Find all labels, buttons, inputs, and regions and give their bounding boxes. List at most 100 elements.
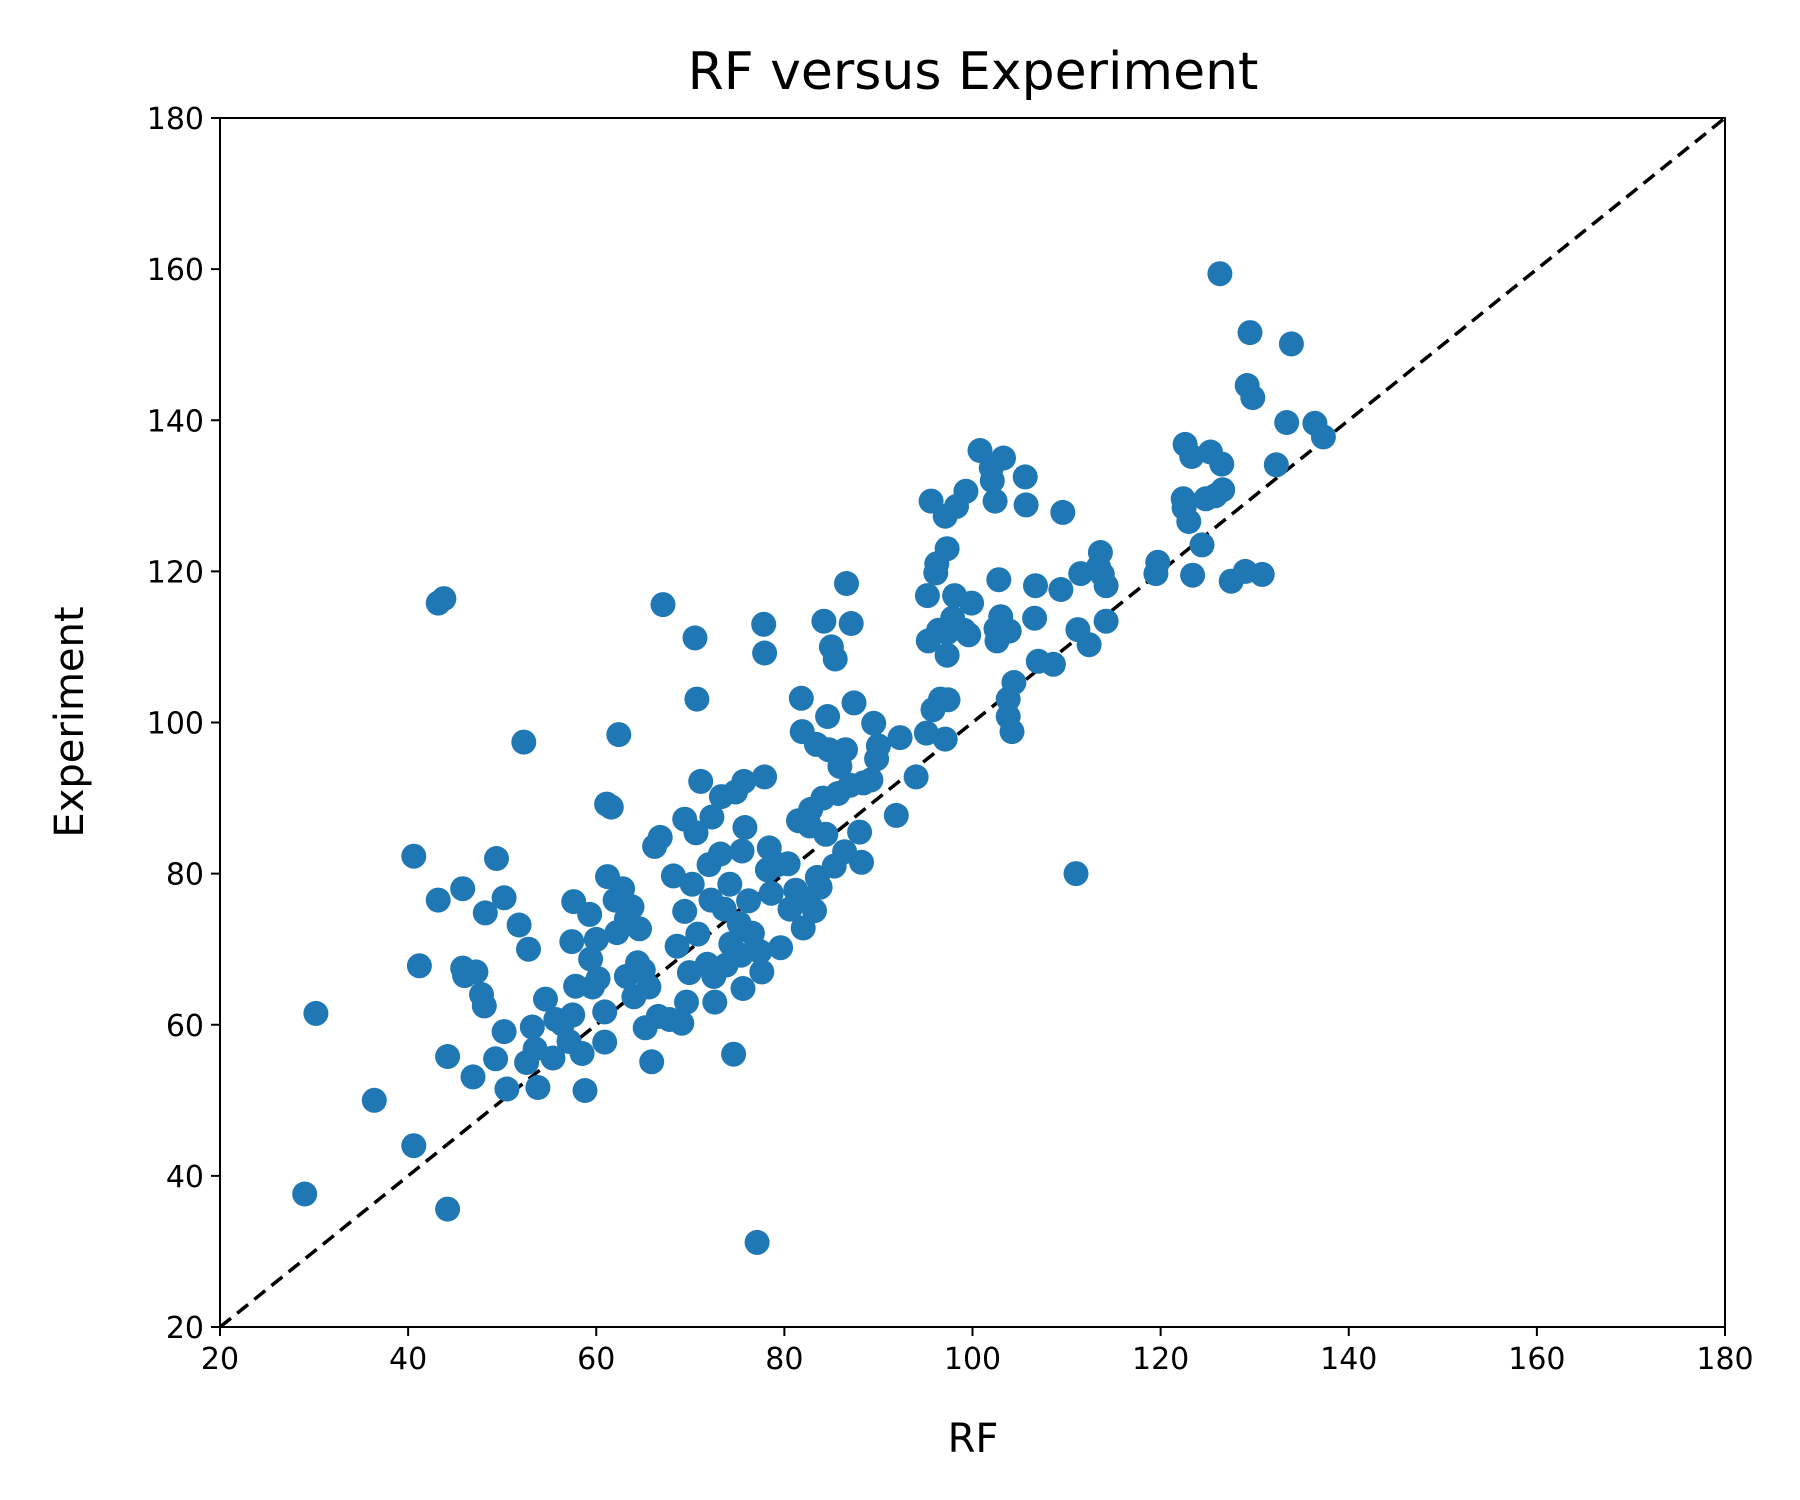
data-point bbox=[1145, 549, 1171, 575]
data-point bbox=[1310, 424, 1336, 450]
identity-reference-line bbox=[218, 116, 1727, 1329]
data-point bbox=[717, 871, 743, 897]
data-point bbox=[838, 611, 864, 636]
data-point bbox=[721, 1041, 747, 1067]
data-point bbox=[841, 690, 867, 716]
data-point bbox=[361, 1087, 387, 1113]
x-tick-label: 100 bbox=[944, 1342, 1001, 1377]
data-point bbox=[540, 1045, 566, 1071]
data-point bbox=[506, 912, 532, 938]
data-point bbox=[865, 733, 891, 759]
data-point bbox=[460, 1064, 486, 1090]
data-point bbox=[1023, 573, 1048, 599]
data-point bbox=[1263, 452, 1289, 478]
data-point bbox=[303, 1000, 329, 1026]
data-point bbox=[533, 986, 558, 1012]
x-tick-label: 60 bbox=[577, 1342, 615, 1377]
y-tick-label: 160 bbox=[147, 253, 204, 288]
data-point bbox=[484, 846, 509, 871]
data-point bbox=[752, 640, 778, 666]
data-point bbox=[647, 824, 673, 850]
data-point bbox=[660, 863, 686, 889]
data-point bbox=[483, 1046, 509, 1072]
data-point bbox=[729, 838, 755, 864]
data-point bbox=[730, 976, 756, 1001]
data-point bbox=[560, 1002, 586, 1028]
y-tick-label: 120 bbox=[147, 555, 204, 590]
data-point bbox=[292, 1181, 318, 1207]
x-tick-label: 180 bbox=[1696, 1342, 1753, 1377]
data-point bbox=[732, 815, 758, 840]
y-axis: 20 40 60 80 100 120 140 160 180 bbox=[147, 102, 220, 1346]
data-point bbox=[903, 764, 929, 790]
data-point bbox=[1210, 477, 1236, 503]
data-point bbox=[883, 802, 909, 828]
data-point bbox=[401, 843, 427, 869]
data-point bbox=[747, 939, 773, 964]
data-point bbox=[679, 871, 705, 897]
data-point bbox=[749, 959, 775, 985]
data-point bbox=[519, 1014, 545, 1040]
data-point bbox=[516, 936, 541, 962]
data-point bbox=[775, 851, 801, 877]
data-point bbox=[751, 611, 777, 637]
data-point bbox=[688, 768, 714, 794]
data-point bbox=[1180, 562, 1206, 588]
data-point bbox=[683, 820, 709, 846]
data-point bbox=[811, 608, 837, 634]
data-point bbox=[1209, 451, 1235, 477]
data-point bbox=[1022, 605, 1048, 631]
data-point bbox=[627, 916, 652, 942]
data-point bbox=[598, 794, 624, 820]
y-tick-label: 100 bbox=[147, 707, 204, 742]
x-tick-label: 140 bbox=[1320, 1342, 1377, 1377]
data-point bbox=[1278, 331, 1304, 357]
x-tick-label: 160 bbox=[1508, 1342, 1565, 1377]
data-point bbox=[752, 764, 778, 790]
data-point bbox=[934, 642, 960, 668]
data-point bbox=[736, 888, 762, 914]
data-point bbox=[861, 710, 887, 736]
chart-title: RF versus Experiment bbox=[688, 42, 1259, 102]
data-point bbox=[559, 929, 585, 955]
data-point bbox=[813, 821, 839, 847]
data-point bbox=[525, 1075, 551, 1100]
y-tick-label: 180 bbox=[147, 102, 204, 137]
data-point bbox=[435, 1196, 461, 1222]
data-point bbox=[431, 586, 457, 612]
x-tick-label: 40 bbox=[389, 1342, 427, 1377]
data-point bbox=[1179, 444, 1205, 469]
data-point bbox=[494, 1076, 520, 1102]
data-point bbox=[1093, 608, 1119, 634]
data-points bbox=[292, 261, 1336, 1255]
data-point bbox=[914, 583, 940, 609]
data-point bbox=[991, 445, 1016, 471]
data-point bbox=[982, 488, 1008, 514]
data-point bbox=[707, 841, 733, 867]
data-point bbox=[1040, 651, 1066, 677]
data-point bbox=[1240, 385, 1266, 411]
data-point bbox=[858, 767, 884, 793]
y-tick-label: 40 bbox=[166, 1160, 204, 1195]
data-point bbox=[1001, 670, 1027, 695]
data-point bbox=[684, 686, 710, 712]
data-point bbox=[788, 685, 814, 711]
data-point bbox=[979, 468, 1005, 494]
y-tick-label: 80 bbox=[166, 858, 204, 893]
data-point bbox=[578, 946, 604, 972]
data-point bbox=[401, 1133, 427, 1159]
data-point bbox=[472, 900, 498, 926]
data-point bbox=[1207, 261, 1233, 287]
data-point bbox=[768, 935, 794, 961]
data-point bbox=[577, 901, 603, 927]
data-point bbox=[1063, 861, 1089, 887]
data-point bbox=[833, 737, 858, 763]
data-point bbox=[744, 1229, 770, 1255]
data-point bbox=[728, 942, 754, 968]
data-point bbox=[682, 625, 708, 651]
y-tick-label: 140 bbox=[147, 404, 204, 439]
data-point bbox=[1048, 577, 1074, 602]
data-point bbox=[1176, 509, 1202, 534]
data-point bbox=[471, 993, 497, 1019]
